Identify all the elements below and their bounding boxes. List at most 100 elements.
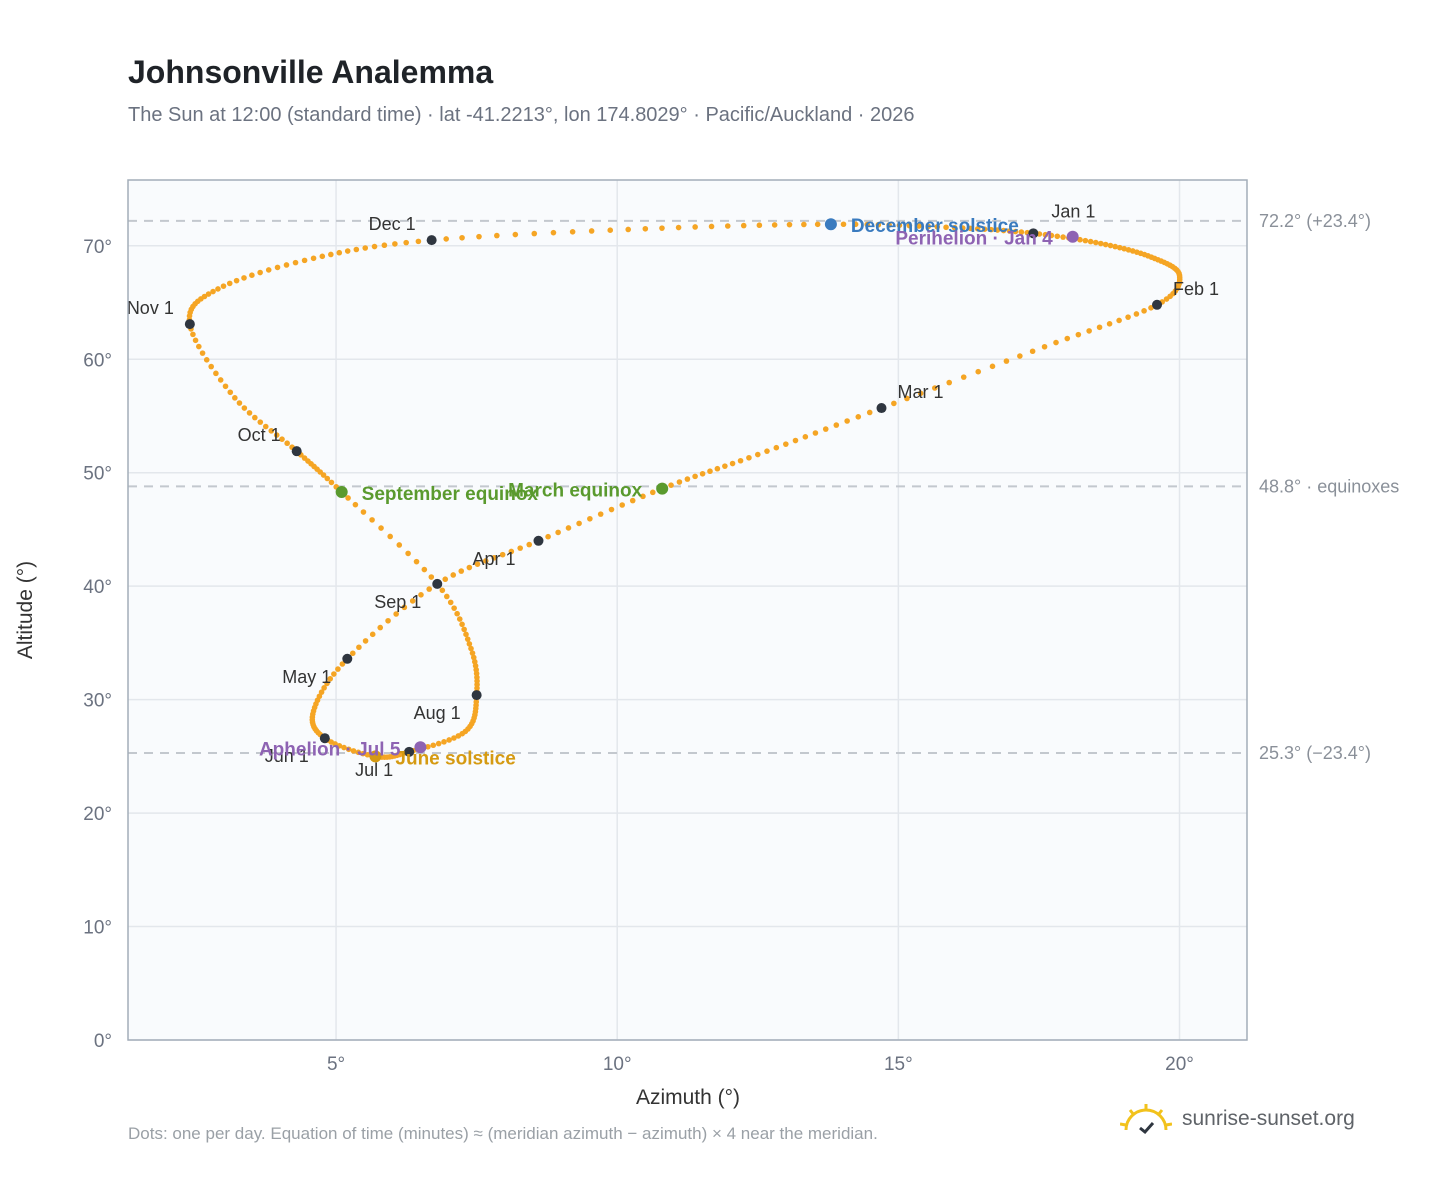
day-dot [396,542,403,548]
day-dot [441,739,447,745]
day-dot [362,638,369,644]
day-dot [508,548,515,555]
day-dot [252,414,258,421]
day-dot [336,249,343,256]
day-dot [471,658,478,665]
day-dot [336,742,343,749]
x-axis-title: Azimuth (°) [636,1086,740,1109]
month-label: Apr 1 [472,549,515,569]
day-dot [356,644,362,651]
event-marker [369,750,382,763]
event-label: March equinox [508,481,643,502]
day-dot [934,224,941,230]
day-dot [192,337,199,344]
day-dot [932,385,938,391]
month-marker [291,446,302,457]
day-dot [344,248,351,254]
day-dot [512,231,519,238]
day-dot [273,432,280,438]
day-dot [607,227,614,234]
day-dot [324,680,330,687]
day-dot [866,409,873,416]
y-tick-label: 30° [83,691,112,712]
day-dot [392,241,398,247]
day-dot [783,441,789,447]
month-label: May 1 [282,667,331,687]
day-dot [381,242,388,249]
month-marker [1028,228,1039,239]
day-dot [409,598,416,604]
day-dot [756,222,763,229]
day-dot [1054,233,1061,240]
month-marker [426,235,437,246]
y-tick-label: 50° [83,464,112,485]
axis-ticks: 5° 10° 15° 20° 0° 10° 20° 30° 40° 50° 60° 70° [83,237,1194,1075]
day-dot [1048,232,1055,239]
day-dot [332,741,338,747]
day-dot [1041,343,1048,350]
day-dot [675,224,682,231]
day-dot [352,501,359,508]
day-dot [740,222,747,229]
day-dot [981,226,988,233]
day-dot [587,515,593,522]
day-dot [442,576,449,583]
day-dot [802,434,809,440]
day-dot [262,423,269,430]
day-dot [345,495,351,501]
day-dot [318,689,325,695]
event-label: Aphelion · Jul 5 [259,739,401,760]
day-dot [1060,234,1066,240]
day-dot [943,224,949,231]
day-dot [1116,244,1123,251]
day-dot [403,239,409,246]
day-dot [1018,229,1025,235]
footnote: Dots: one per day. Equation of time (min… [128,1124,878,1143]
day-dot [265,267,272,273]
day-dot [708,223,715,230]
day-dot [1133,311,1140,317]
day-dot [974,226,981,232]
day-dot [456,616,463,622]
day-dot [904,395,910,402]
day-dot [707,468,713,475]
day-dot [754,451,761,458]
day-dot [199,350,206,356]
day-dot [1096,324,1103,331]
day-dot [349,650,356,657]
day-dot [814,221,821,228]
brand-logo[interactable]: sunrise-sunset.org [1120,1102,1355,1136]
day-dot [446,737,452,743]
day-dot [531,230,538,237]
y-tick-label: 60° [83,350,112,371]
day-dot [421,566,428,573]
day-dot [1077,236,1083,243]
day-dot [236,400,243,406]
day-dot [335,666,341,672]
day-dot [692,224,698,230]
month-label: Jul 1 [355,760,393,780]
day-dot [232,395,238,401]
day-dot [840,221,847,228]
day-dot [301,257,308,264]
day-dot [1163,296,1170,302]
day-dot [1093,239,1099,246]
day-dot [360,509,367,515]
day-dot [310,255,317,262]
day-dot [201,293,208,300]
day-dot [729,460,736,467]
day-dot [1116,317,1122,324]
day-dot [1003,358,1010,364]
day-dot [773,444,780,451]
day-dot [257,269,263,276]
day-dot [447,599,454,606]
month-label: Oct 1 [238,425,281,445]
day-dot [608,506,615,513]
day-dot [353,246,360,253]
day-dot [451,605,457,611]
day-dot [327,675,334,682]
day-dot [640,493,646,500]
y-axis-title: Altitude (°) [14,561,37,659]
